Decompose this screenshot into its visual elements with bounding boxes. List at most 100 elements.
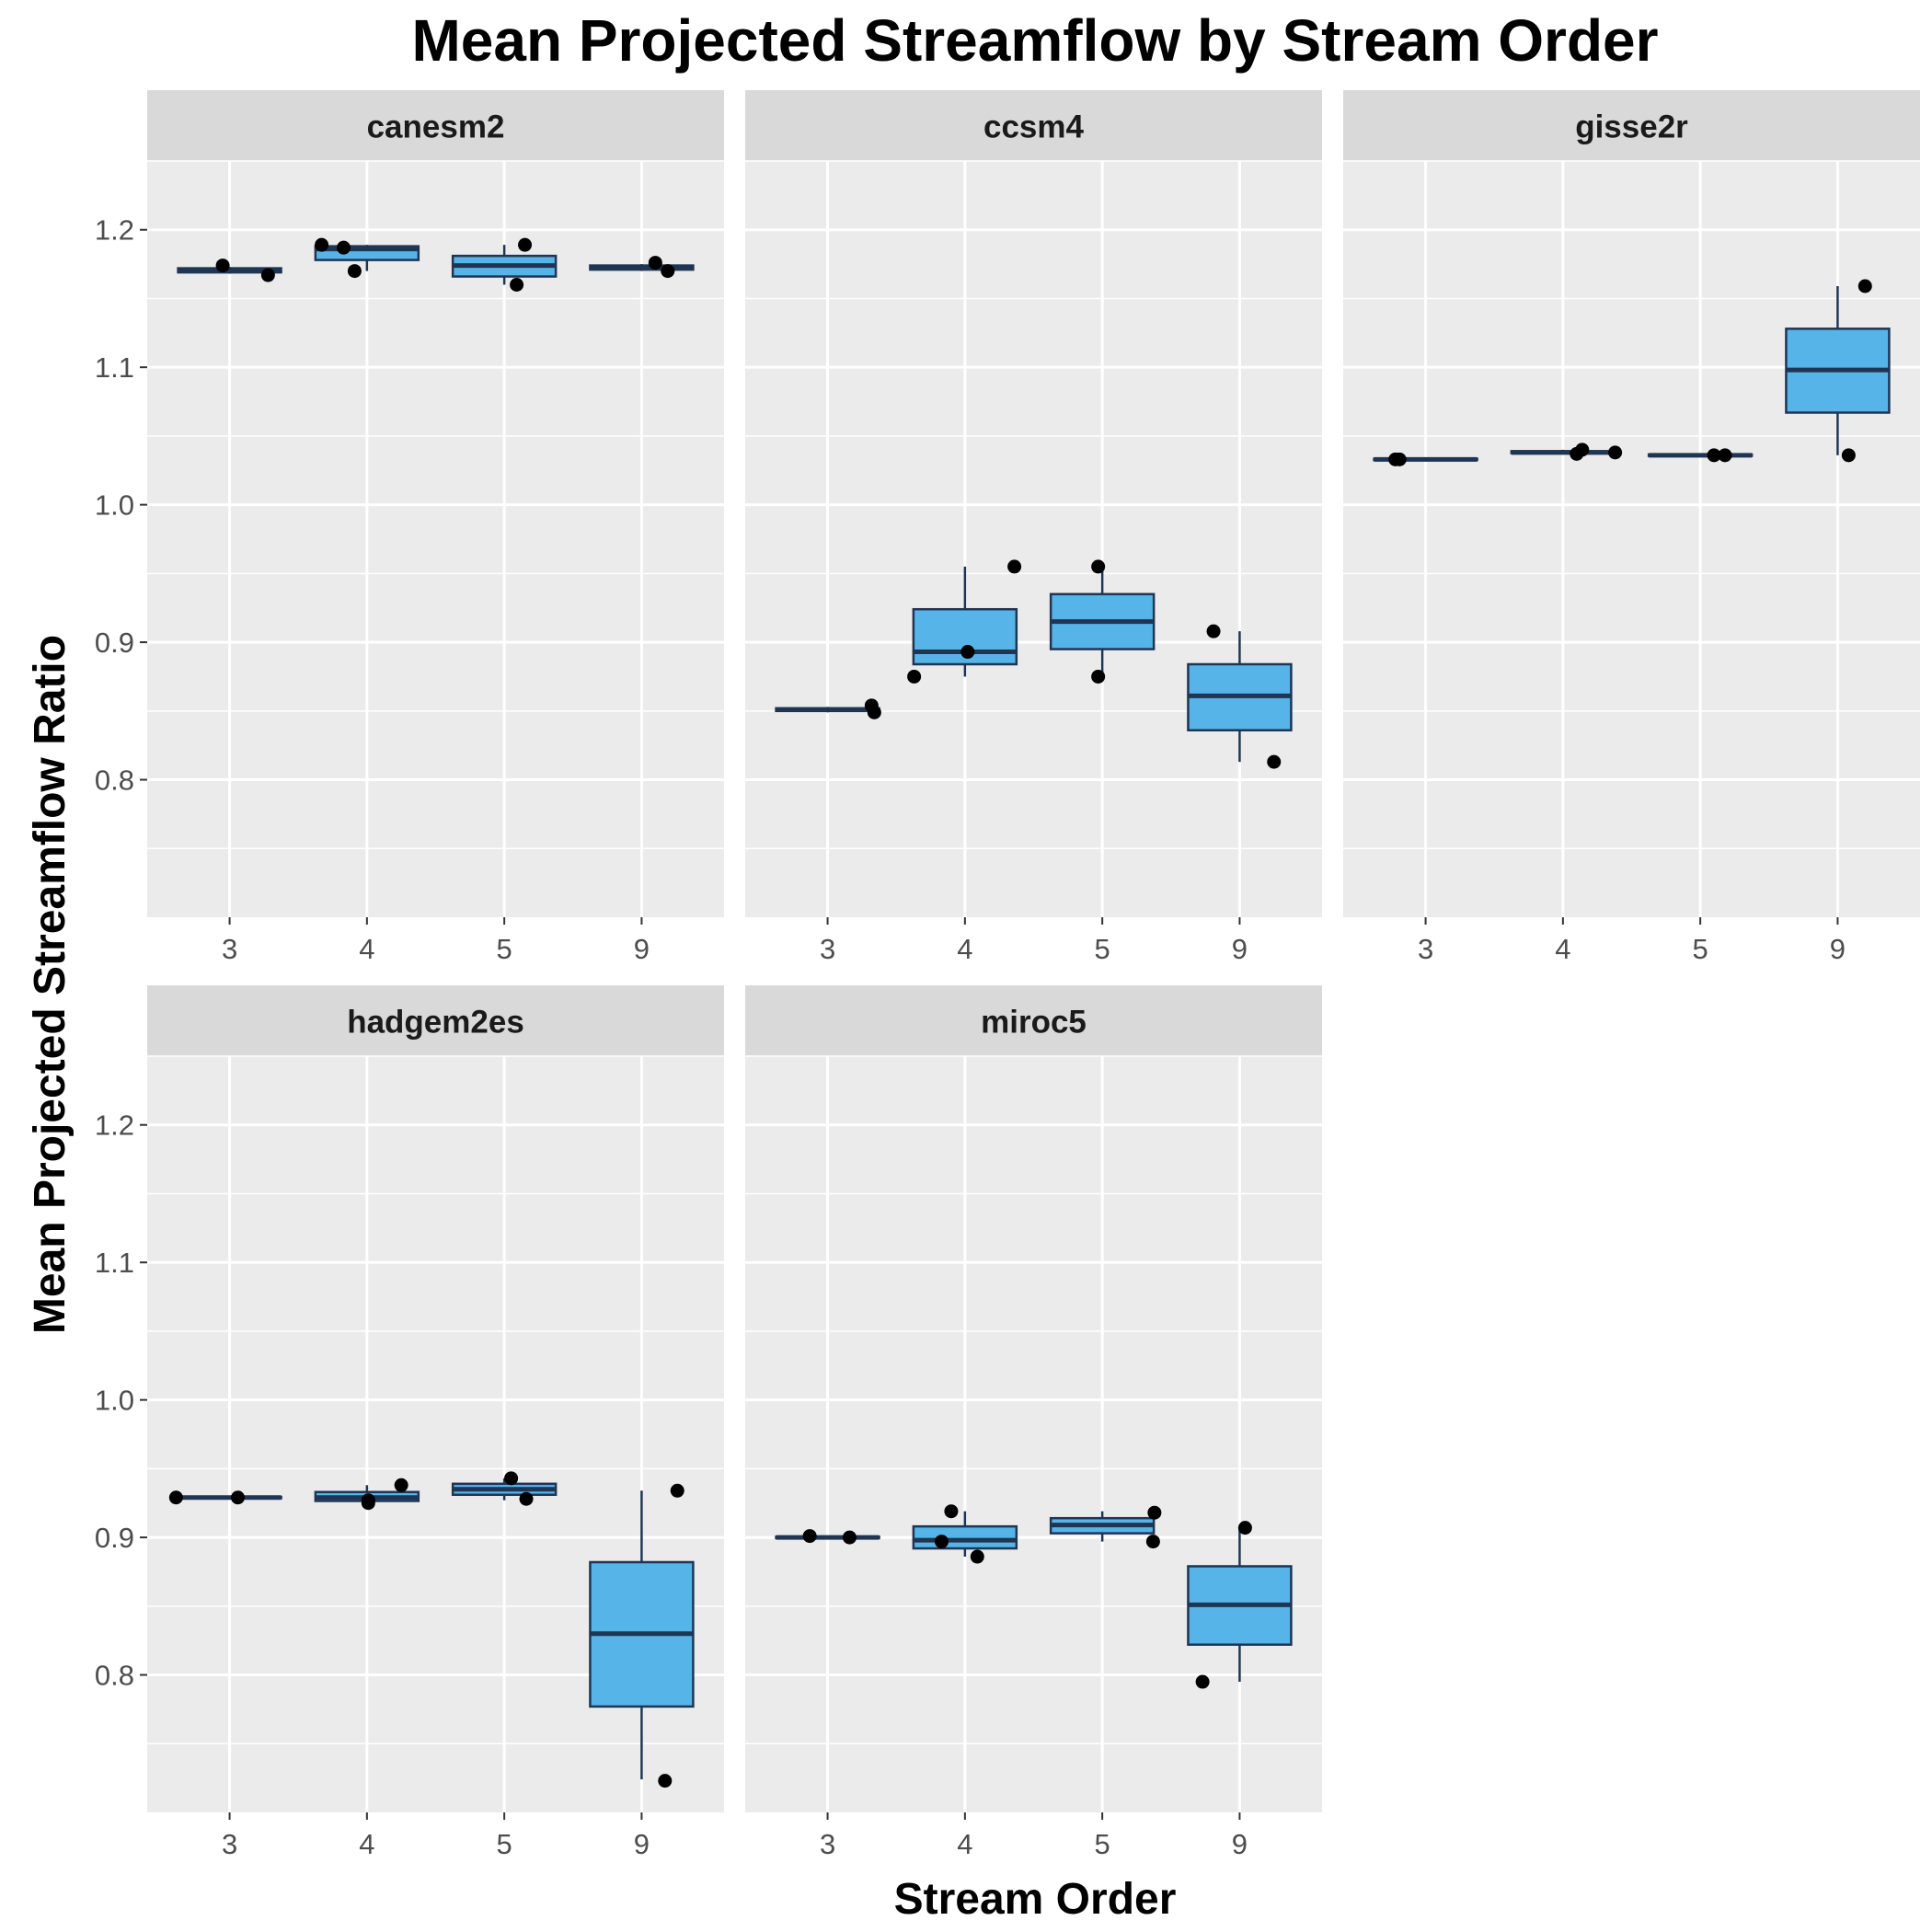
y-tick-label: 1.2 (95, 1110, 134, 1142)
facet-strip-label: gisse2r (1575, 109, 1688, 145)
facet-strip (147, 90, 724, 161)
x-axis-label: Stream Order (894, 1875, 1177, 1924)
y-tick-label: 0.9 (95, 1522, 134, 1554)
data-point (361, 1496, 375, 1511)
facet-panel-hadgem2es: hadgem2es 0.8 0.9 1.0 1.1 1.2 3 4 5 9 (95, 985, 724, 1860)
data-point (934, 1535, 949, 1549)
y-tick-label: 0.8 (95, 1660, 134, 1692)
facet-panel-gisse2r: gisse2r 3 4 5 9 (1343, 90, 1920, 965)
data-point (1007, 559, 1022, 574)
facet-strip-label: canesm2 (367, 109, 505, 145)
x-tick-label: 9 (634, 933, 650, 965)
y-tick-label: 1.1 (95, 351, 134, 384)
data-point (1608, 445, 1623, 460)
data-point (1145, 1535, 1160, 1549)
box-9 (1785, 286, 1891, 455)
data-point (944, 1504, 959, 1519)
y-axis-label: Mean Projected Streamflow Ratio (26, 635, 75, 1334)
data-point (670, 1483, 684, 1498)
x-tick-label: 9 (1830, 933, 1846, 965)
box-4 (314, 245, 420, 271)
y-tick-label: 1.1 (95, 1247, 134, 1279)
panel-background (745, 1056, 1322, 1812)
box-5 (1049, 566, 1156, 677)
x-tick-label: 3 (1418, 933, 1433, 965)
data-point (510, 278, 524, 293)
chart-title: Mean Projected Streamflow by Stream Orde… (411, 7, 1658, 74)
y-tick-label: 0.8 (95, 765, 134, 797)
data-point (336, 240, 351, 255)
data-point (970, 1549, 984, 1564)
x-tick-label: 9 (1232, 1828, 1248, 1860)
x-tick-label: 3 (222, 1828, 237, 1860)
box-iqr (912, 1524, 1018, 1550)
box-9 (1187, 1527, 1293, 1683)
box-9 (589, 1490, 695, 1780)
facet-strip-label: ccsm4 (983, 109, 1085, 145)
data-point (1091, 559, 1106, 574)
data-point (1195, 1674, 1210, 1689)
data-point (504, 1471, 519, 1486)
box-3 (177, 1495, 282, 1501)
data-point (1147, 1505, 1162, 1520)
y-tick-label: 1.0 (95, 489, 134, 522)
data-point (518, 237, 533, 252)
y-tick-label: 0.9 (95, 627, 134, 659)
data-point (215, 259, 230, 273)
x-tick-label: 3 (820, 1828, 835, 1860)
x-tick-label: 9 (1232, 933, 1248, 965)
data-point (1707, 448, 1721, 463)
x-tick-label: 5 (497, 1828, 512, 1860)
data-point (260, 268, 275, 282)
panel-background (1343, 161, 1920, 917)
data-point (907, 669, 922, 684)
x-tick-label: 4 (359, 1828, 374, 1860)
data-point (1841, 448, 1856, 463)
data-point (648, 256, 662, 270)
box-9 (1187, 631, 1293, 763)
data-point (519, 1491, 534, 1506)
facet-strip-label: hadgem2es (347, 1005, 524, 1041)
y-tick-label: 1.2 (95, 214, 134, 247)
facet-strip (147, 985, 724, 1056)
data-point (231, 1490, 246, 1505)
x-tick-label: 3 (820, 933, 835, 965)
data-point (1206, 624, 1221, 638)
box-3 (775, 707, 880, 713)
data-point (867, 705, 881, 719)
box-5 (1647, 453, 1754, 458)
data-point (1237, 1521, 1252, 1535)
box-5 (451, 245, 558, 285)
x-tick-label: 4 (359, 933, 374, 965)
data-point (802, 1529, 817, 1544)
x-tick-label: 5 (1095, 1828, 1110, 1860)
x-tick-label: 3 (222, 933, 237, 965)
x-tick-label: 9 (634, 1828, 650, 1860)
box-5 (1049, 1511, 1156, 1542)
data-point (658, 1774, 673, 1788)
facet-strip (1343, 90, 1920, 161)
data-point (394, 1478, 408, 1492)
facet-strip-label: miroc5 (981, 1005, 1087, 1041)
x-tick-label: 5 (1095, 933, 1110, 965)
facet-panel-miroc5: miroc5 3 4 5 9 (745, 985, 1322, 1860)
y-tick-label: 1.0 (95, 1385, 134, 1417)
facet-panel-ccsm4: ccsm4 3 4 5 9 (745, 90, 1322, 965)
x-tick-label: 5 (1693, 933, 1708, 965)
data-point (842, 1530, 857, 1545)
facet-strip (745, 90, 1322, 161)
facet-strip (745, 985, 1322, 1056)
data-point (1267, 754, 1282, 769)
box-4 (1510, 449, 1616, 455)
data-point (315, 237, 329, 252)
x-tick-label: 5 (497, 933, 512, 965)
data-point (168, 1490, 183, 1505)
data-point (347, 264, 362, 279)
x-tick-label: 4 (1555, 933, 1570, 965)
data-point (960, 645, 975, 660)
data-point (1575, 443, 1590, 457)
facet-panel-canesm2: canesm2 0.8 0.9 1.0 1.1 1.2 3 4 5 9 (95, 90, 724, 965)
box-5 (451, 1478, 558, 1501)
